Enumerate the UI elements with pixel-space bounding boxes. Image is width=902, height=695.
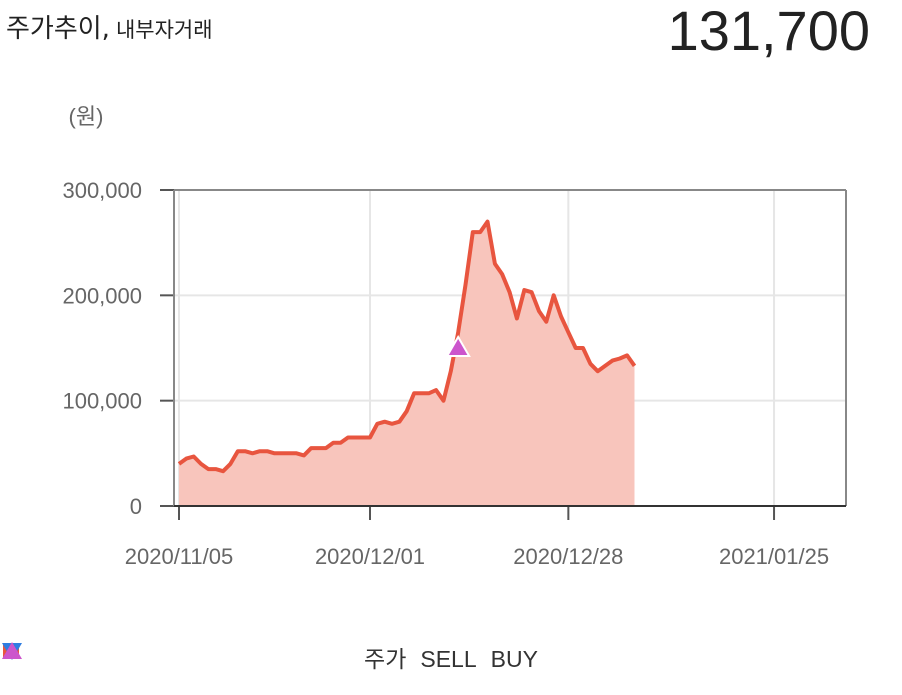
legend-label: BUY — [490, 646, 538, 672]
triangle-up-legend-icon — [2, 642, 22, 659]
legend-item[interactable]: BUY — [2, 642, 538, 673]
price-area-fill — [179, 221, 635, 506]
y-axis-unit: (원) — [69, 104, 104, 129]
x-tick-label: 2021/01/25 — [719, 544, 829, 569]
chart-title: 주가추이, 내부자거래 — [6, 8, 213, 45]
legend-item[interactable]: 주가 — [3, 640, 407, 674]
title-subtitle: 내부자거래 — [115, 18, 213, 42]
price-line — [177, 219, 637, 474]
x-tick-label: 2020/12/28 — [513, 544, 623, 569]
legend-item[interactable]: SELL — [2, 643, 477, 673]
y-tick-label: 0 — [130, 494, 142, 519]
x-tick-label: 2020/12/01 — [315, 544, 425, 569]
y-tick-label: 300,000 — [62, 178, 142, 203]
current-price: 131,700 — [667, 0, 870, 62]
title-main: 주가추이, — [6, 14, 110, 44]
legend-label: SELL — [420, 646, 477, 672]
buy-marker — [445, 335, 471, 357]
x-tick-label: 2020/11/05 — [125, 544, 233, 569]
chart-legend: 주가 SELL BUY — [0, 640, 902, 674]
legend-label: 주가 — [364, 646, 407, 672]
y-tick-label: 100,000 — [62, 389, 142, 414]
y-tick-label: 200,000 — [62, 283, 142, 308]
